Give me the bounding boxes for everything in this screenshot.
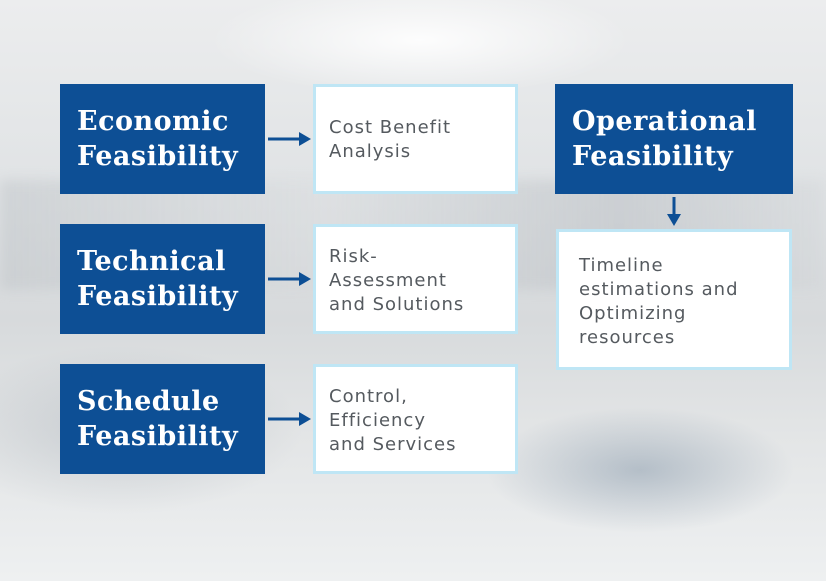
heading-line: Operational — [572, 106, 757, 137]
detail-line: Assessment — [329, 270, 447, 291]
heading-line: Schedule — [77, 386, 220, 417]
schedule-feasibility-box: Schedule Feasibility — [60, 364, 265, 474]
heading-line: Feasibility — [77, 141, 239, 172]
arrow-right-icon — [268, 272, 311, 286]
technical-feasibility-box: Technical Feasibility — [60, 224, 265, 334]
detail-line: Cost Benefit — [329, 117, 452, 138]
operational-feasibility-box: Operational Feasibility — [555, 84, 793, 194]
control-efficiency-box: Control, Efficiency and Services — [313, 364, 518, 474]
timeline-estimations-box: Timeline estimations and Optimizing reso… — [556, 229, 792, 370]
risk-assessment-box: Risk- Assessment and Solutions — [313, 224, 518, 334]
arrow-down-icon — [667, 197, 681, 226]
arrow-right-icon — [268, 412, 311, 426]
heading-line: Technical — [77, 246, 226, 277]
detail-line: resources — [579, 327, 676, 348]
economic-feasibility-box: Economic Feasibility — [60, 84, 265, 194]
detail-line: Analysis — [329, 141, 412, 162]
detail-line: Timeline — [579, 255, 664, 276]
detail-line: estimations and — [579, 279, 739, 300]
detail-line: Efficiency — [329, 410, 426, 431]
detail-line: Risk- — [329, 246, 378, 267]
heading-line: Feasibility — [572, 141, 734, 172]
heading-line: Feasibility — [77, 281, 239, 312]
detail-line: Optimizing — [579, 303, 687, 324]
detail-line: Control, — [329, 386, 408, 407]
heading-line: Feasibility — [77, 421, 239, 452]
heading-line: Economic — [77, 106, 229, 137]
detail-line: and Services — [329, 434, 457, 455]
detail-line: and Solutions — [329, 294, 465, 315]
cost-benefit-box: Cost Benefit Analysis — [313, 84, 518, 194]
arrow-right-icon — [268, 132, 311, 146]
